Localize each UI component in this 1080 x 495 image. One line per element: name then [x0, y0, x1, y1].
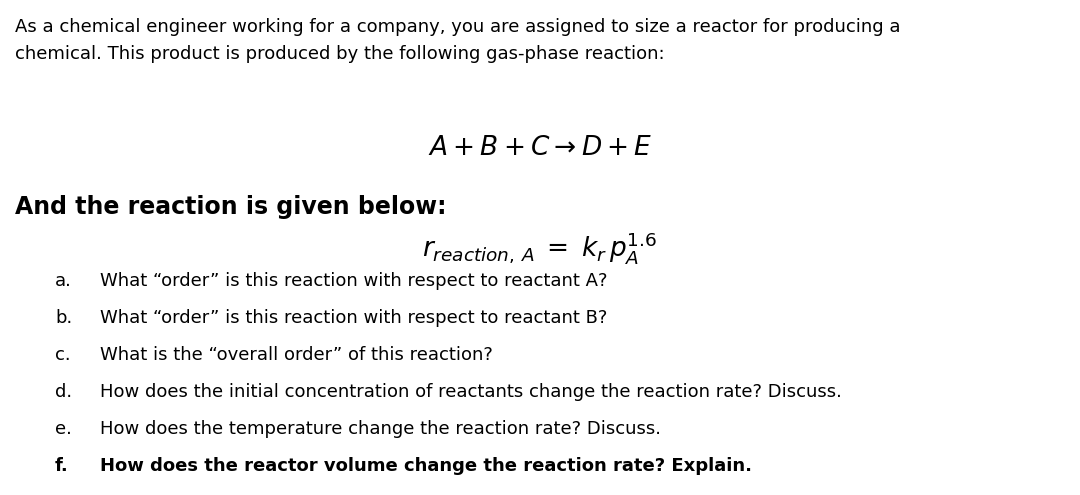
- Text: How does the reactor volume change the reaction rate? Explain.: How does the reactor volume change the r…: [100, 457, 752, 475]
- Text: e.: e.: [55, 420, 72, 438]
- Text: $\mathit{A + B + C \rightarrow D + E}$: $\mathit{A + B + C \rightarrow D + E}$: [428, 135, 652, 161]
- Text: b.: b.: [55, 309, 72, 327]
- Text: How does the initial concentration of reactants change the reaction rate? Discus: How does the initial concentration of re…: [100, 383, 842, 401]
- Text: How does the temperature change the reaction rate? Discuss.: How does the temperature change the reac…: [100, 420, 661, 438]
- Text: c.: c.: [55, 346, 70, 364]
- Text: And the reaction is given below:: And the reaction is given below:: [15, 195, 446, 219]
- Text: What is the “overall order” of this reaction?: What is the “overall order” of this reac…: [100, 346, 492, 364]
- Text: As a chemical engineer working for a company, you are assigned to size a reactor: As a chemical engineer working for a com…: [15, 18, 901, 36]
- Text: $r_{\mathit{reaction,\,A}} \;=\; k_r \, p_A^{1.6}$: $r_{\mathit{reaction,\,A}} \;=\; k_r \, …: [422, 230, 658, 266]
- Text: What “order” is this reaction with respect to reactant A?: What “order” is this reaction with respe…: [100, 272, 607, 290]
- Text: What “order” is this reaction with respect to reactant B?: What “order” is this reaction with respe…: [100, 309, 607, 327]
- Text: d.: d.: [55, 383, 72, 401]
- Text: a.: a.: [55, 272, 72, 290]
- Text: chemical. This product is produced by the following gas-phase reaction:: chemical. This product is produced by th…: [15, 45, 664, 63]
- Text: f.: f.: [55, 457, 69, 475]
